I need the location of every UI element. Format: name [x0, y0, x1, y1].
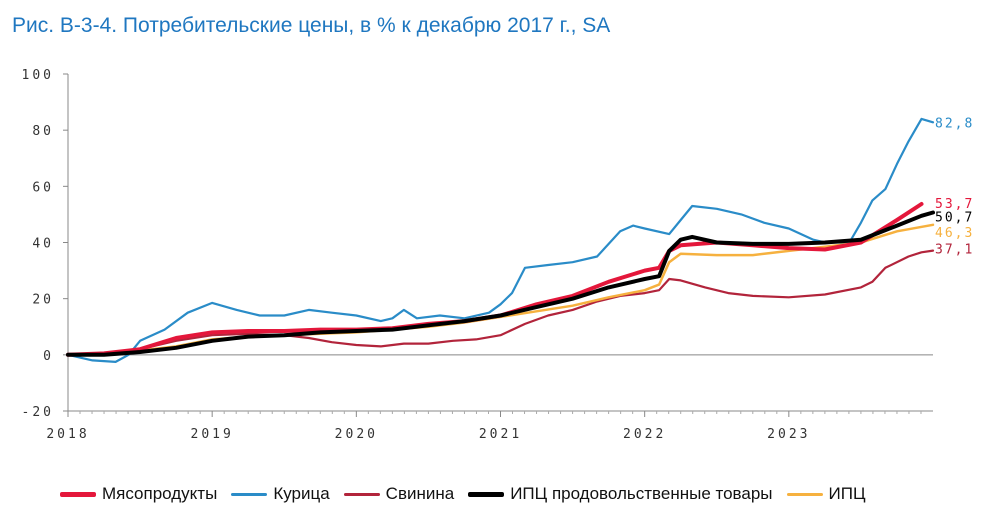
legend-item-2: Свинина: [343, 484, 455, 504]
x-tick-label: 2023: [767, 427, 810, 442]
legend: Мясопродукты Курица Свинина ИПЦ продовольст…: [60, 484, 866, 504]
end-label-4: 46,3: [935, 226, 974, 241]
series-line-3: [66, 210, 935, 357]
y-tick-label: -20: [22, 405, 54, 420]
legend-item-0: Мясопродукты: [60, 484, 217, 504]
legend-swatch: [786, 492, 823, 496]
legend-item-4: ИПЦ: [786, 484, 866, 504]
legend-label: ИПЦ: [828, 484, 866, 503]
x-tick-label: 2018: [46, 427, 89, 442]
y-tick-label: 0: [43, 349, 54, 364]
series-line-2: [66, 249, 935, 356]
legend-swatch: [231, 492, 268, 496]
chart-lines: [66, 117, 935, 363]
legend-item-3: ИПЦ продовольственные товары: [468, 484, 773, 504]
legend-swatch: [343, 492, 380, 496]
x-tick-label: 2020: [335, 427, 378, 442]
legend-label: Курица: [273, 484, 330, 503]
x-tick-label: 2021: [479, 427, 522, 442]
series-line-1: [66, 117, 935, 363]
x-tick-label: 2019: [191, 427, 234, 442]
chart-axes: 100 80 60 40 20 0 -20 2018 2019 2020 2021 2022 2023: [22, 68, 933, 442]
legend-label: Мясопродукты: [102, 484, 218, 503]
end-label-2: 37,1: [935, 243, 974, 258]
end-label-0: 53,7: [935, 197, 974, 212]
end-label-3: 50,7: [935, 211, 974, 226]
chart-title: Рис. В-3-4. Потребительские цены, в % к …: [12, 14, 611, 37]
legend-label: ИПЦ продовольственные товары: [510, 484, 773, 503]
x-tick-label: 2022: [623, 427, 666, 442]
legend-swatch: [468, 491, 505, 497]
series-line-0: [66, 202, 924, 357]
y-tick-label: 80: [32, 124, 54, 139]
y-tick-label: 20: [32, 293, 54, 308]
chart-end-labels: 53,7 82,8 37,1 50,746,3: [935, 116, 974, 258]
y-tick-label: 100: [22, 68, 54, 83]
legend-item-1: Курица: [231, 484, 330, 504]
end-label-1: 82,8: [935, 116, 974, 131]
y-tick-label: 40: [32, 237, 54, 252]
legend-label: Свинина: [385, 484, 455, 503]
y-tick-label: 60: [32, 180, 54, 195]
legend-swatch: [60, 491, 96, 497]
